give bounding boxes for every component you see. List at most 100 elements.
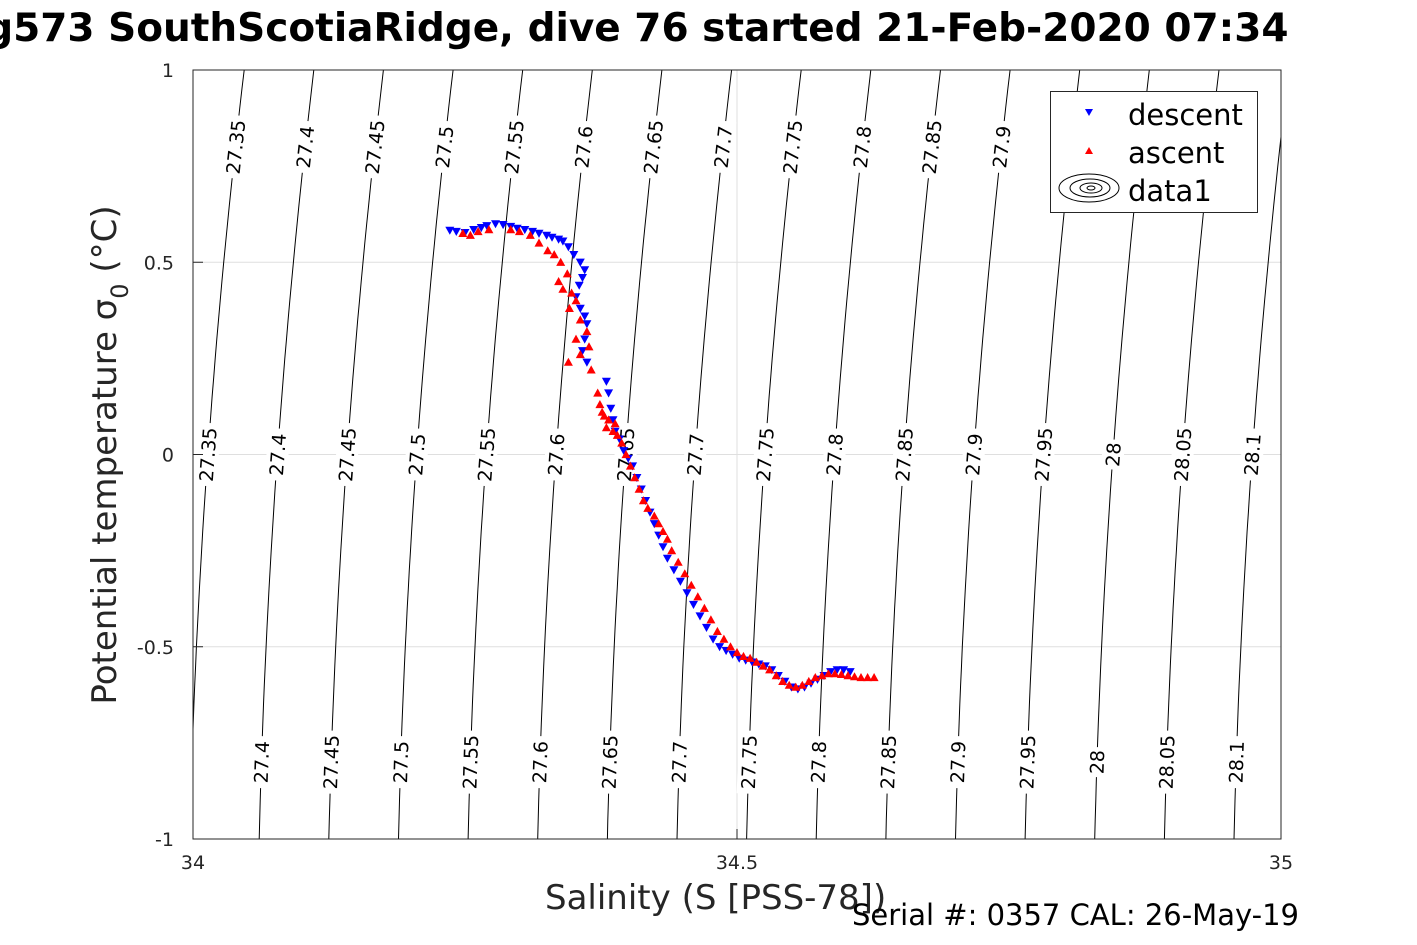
contour-label-16-2: 28.1 — [1225, 741, 1248, 784]
contour-label-10-0: 27.8 — [850, 125, 877, 169]
ascent-point-52 — [719, 634, 729, 643]
descent-point-3 — [469, 226, 479, 235]
contour-label-group-12-1: 27.9 — [960, 427, 987, 482]
legend-label-ascent: ascent — [1128, 136, 1225, 170]
contour-label-group-2-2: 27.4 — [249, 735, 274, 789]
ascent-point-18 — [582, 327, 592, 336]
legend-entry-data1: data1 — [1051, 170, 1257, 208]
ascent-point-36 — [630, 473, 640, 482]
legend[interactable]: descent ascent data1 — [1050, 91, 1258, 213]
contour-label-2-0: 27.4 — [293, 125, 320, 169]
contour-label-8-2: 27.7 — [668, 741, 691, 784]
descent-point-51 — [695, 612, 705, 621]
contour-label-6-2: 27.6 — [529, 741, 552, 784]
contour-label-4-0: 27.5 — [432, 125, 459, 169]
legend-label-descent: descent — [1128, 98, 1243, 132]
triangle-down-icon — [1085, 109, 1093, 116]
ascent-series — [458, 225, 879, 691]
ascent-point-17 — [575, 315, 585, 324]
ascent-point-40 — [649, 511, 659, 520]
ascent-point-49 — [699, 603, 709, 612]
contour-label-bg-11-0 — [917, 114, 947, 180]
ascent-point-61 — [778, 676, 788, 685]
ascent-point-13 — [558, 284, 568, 293]
y-tick-label-1: -0.5 — [137, 637, 174, 659]
ascent-point-68 — [823, 669, 833, 678]
ascent-point-64 — [797, 680, 807, 689]
x-tick-label-1: 34.5 — [716, 852, 758, 874]
contour-label-9-2: 27.75 — [738, 735, 762, 790]
ascent-point-11 — [562, 269, 572, 278]
contour-label-group-15-2: 28.05 — [1154, 730, 1180, 794]
contour-label-group-4-1: 27.5 — [403, 427, 430, 482]
contour-label-bg-12-0 — [987, 119, 1016, 174]
descent-point-16 — [558, 237, 568, 246]
contour-label-15-1: 28.05 — [1171, 427, 1197, 483]
y-tick-label-3: 0.5 — [144, 252, 174, 274]
contour-label-group-5-2: 27.55 — [458, 730, 483, 794]
contour-label-3-1: 27.45 — [335, 427, 361, 483]
contour-label-bg-14-1 — [1100, 438, 1126, 471]
ascent-point-24 — [593, 388, 603, 397]
contour-label-group-10-0: 27.8 — [848, 119, 877, 174]
ascent-point-28 — [604, 415, 614, 424]
y-axis-ticks: -1 -0.5 0 0.5 1 — [137, 60, 203, 851]
ascent-point-21 — [575, 350, 585, 359]
descent-point-1 — [451, 227, 461, 236]
contour-label-bg-4-0 — [430, 119, 459, 174]
contour-label-bg-10-0 — [848, 119, 876, 174]
descent-point-29 — [582, 358, 592, 367]
ascent-point-1 — [465, 230, 475, 239]
ascent-point-75 — [869, 673, 879, 682]
ascent-point-4 — [506, 225, 516, 234]
contour-label-2-1: 27.4 — [266, 433, 291, 477]
legend-label-data1: data1 — [1128, 174, 1212, 208]
contour-label-bg-2-0 — [291, 119, 319, 174]
ascent-point-59 — [765, 665, 775, 674]
ascent-point-32 — [610, 419, 620, 428]
descent-point-24 — [575, 304, 585, 313]
contour-label-bg-7-0 — [638, 114, 668, 180]
contour-label-bg-7-2 — [597, 730, 622, 794]
contour-label-bg-2-1 — [264, 427, 291, 482]
contour-label-5-2: 27.55 — [459, 735, 483, 790]
ascent-point-50 — [706, 615, 716, 624]
descent-point-31 — [604, 389, 614, 398]
ascent-point-16 — [564, 303, 574, 312]
ascent-point-45 — [673, 557, 683, 566]
ascent-point-15 — [571, 296, 581, 305]
ascent-point-30 — [608, 426, 618, 435]
ascent-point-9 — [549, 250, 559, 259]
ascent-point-3 — [484, 225, 494, 234]
triangle-up-icon — [1085, 147, 1093, 154]
descent-point-21 — [578, 274, 587, 283]
contour-icon — [1058, 173, 1120, 203]
contour-label-bg-16-1 — [1239, 427, 1266, 482]
descent-point-6 — [491, 220, 500, 229]
contour-label-group-9-2: 27.75 — [736, 730, 762, 794]
ascent-point-22 — [563, 357, 573, 366]
descent-point-45 — [658, 543, 668, 552]
contour-label-bg-13-1 — [1030, 422, 1057, 487]
contour-label-12-2: 27.9 — [947, 741, 970, 784]
ascent-point-6 — [525, 230, 535, 239]
ascent-point-70 — [836, 669, 846, 678]
contour-label-bg-1-1 — [194, 422, 222, 487]
contour-label-group-10-1: 27.8 — [821, 427, 848, 482]
contour-label-bg-5-2 — [458, 730, 483, 794]
contour-label-group-13-1: 27.95 — [1030, 422, 1057, 487]
ascent-point-51 — [712, 626, 722, 635]
ascent-point-72 — [850, 672, 859, 681]
contour-label-bg-5-0 — [499, 114, 529, 180]
descent-point-20 — [580, 266, 590, 275]
ascent-point-56 — [745, 653, 755, 662]
ascent-point-65 — [804, 676, 814, 685]
contour-label-bg-9-1 — [751, 422, 779, 487]
descent-point-26 — [582, 320, 592, 329]
ascent-point-25 — [595, 400, 605, 409]
legend-entry-descent: descent — [1051, 94, 1257, 132]
descent-point-9 — [512, 224, 522, 233]
descent-point-10 — [520, 226, 530, 235]
contour-label-group-16-1: 28.1 — [1239, 427, 1266, 482]
contour-label-15-2: 28.05 — [1156, 735, 1180, 790]
